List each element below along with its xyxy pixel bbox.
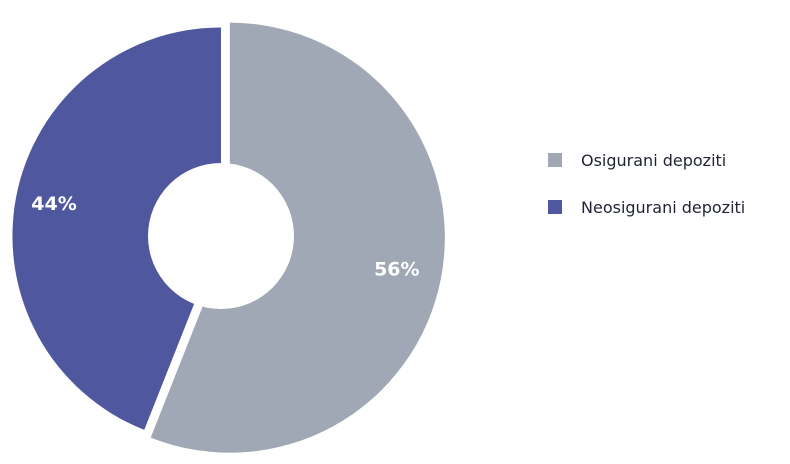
pie-slice-1	[12, 27, 222, 430]
labels-layer: 56% 44%	[31, 193, 419, 280]
legend-item-neosigurani: Neosigurani depoziti	[548, 195, 788, 219]
legend-label-neosigurani: Neosigurani depoziti	[581, 197, 746, 217]
legend-swatch-osigurani	[548, 153, 562, 167]
legend-label-osigurani: Osigurani depoziti	[581, 150, 727, 170]
slice-label-0: 56%	[374, 259, 419, 281]
slice-label-1: 44%	[31, 193, 76, 215]
legend-item-osigurani: Osigurani depoziti	[548, 148, 788, 172]
donut-hole	[148, 163, 294, 309]
legend-swatch-neosigurani	[548, 200, 562, 214]
slices-layer	[12, 22, 445, 453]
legend: Osigurani depoziti Neosigurani depoziti	[548, 148, 788, 242]
pie-slice-0	[150, 22, 445, 453]
